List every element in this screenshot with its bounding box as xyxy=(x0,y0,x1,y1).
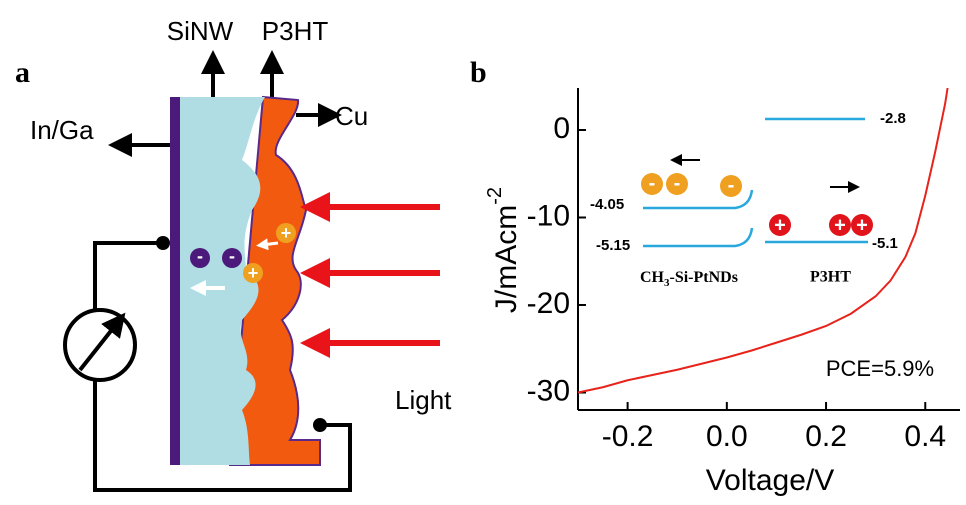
label-inga: In/Ga xyxy=(30,115,94,145)
label-light: Light xyxy=(395,385,452,415)
data-line xyxy=(577,87,949,394)
y-tick-label: -10 xyxy=(527,199,570,232)
x-tick-label: 0.0 xyxy=(706,420,748,453)
electron-sign: - xyxy=(229,246,235,266)
material-label: P3HT xyxy=(810,269,851,286)
electron-sign: - xyxy=(649,172,656,194)
annotation: PCE=5.9% xyxy=(826,356,934,381)
hole xyxy=(851,214,873,236)
p3ht-layer xyxy=(228,95,321,466)
electron-sign: - xyxy=(674,172,681,194)
label-part: CH xyxy=(640,269,665,286)
contact-dot xyxy=(156,236,170,250)
arrow xyxy=(256,238,279,251)
material-label: CH3-Si-PtNDs xyxy=(640,269,738,289)
y-tick-label: -30 xyxy=(527,374,570,407)
circuit-wire xyxy=(93,241,352,492)
sinw-layer xyxy=(180,97,265,465)
level-label: -2.8 xyxy=(880,110,906,127)
inset-holes xyxy=(769,214,873,236)
x-tick-label: 0.4 xyxy=(904,420,946,453)
hole-sign: + xyxy=(774,214,786,236)
hole xyxy=(276,223,296,243)
panel-letter: a xyxy=(15,56,30,89)
hole xyxy=(769,214,791,236)
y-tick-label: 0 xyxy=(553,112,570,145)
level-label: -4.05 xyxy=(590,196,624,213)
y-axis-label: J/mAcm-2 xyxy=(484,187,523,313)
electron xyxy=(190,248,210,268)
hole-sign: + xyxy=(248,263,259,283)
label-sinw: SiNW xyxy=(167,16,234,46)
level-label: -5.15 xyxy=(596,237,630,254)
label-p3ht: P3HT xyxy=(262,16,329,46)
x-axis-label: Voltage/V xyxy=(706,464,834,497)
label-sub: 3 xyxy=(664,277,670,289)
label-cu: Cu xyxy=(335,101,368,131)
electron-sign: - xyxy=(728,174,735,196)
electron xyxy=(222,248,242,268)
x-tick-label: -0.2 xyxy=(602,420,654,453)
electron xyxy=(666,173,688,195)
y-axis-label-sup: -2 xyxy=(484,187,506,205)
y-axis-label-main: J/mAcm xyxy=(490,205,523,313)
contact-dot xyxy=(313,418,327,432)
hole xyxy=(243,263,263,283)
hole-sign: + xyxy=(281,223,292,243)
electron xyxy=(641,173,663,195)
hole xyxy=(829,214,851,236)
electron-sign: - xyxy=(197,246,203,266)
level-label: -5.1 xyxy=(872,235,898,252)
inset-electrons xyxy=(641,173,742,197)
energy-level xyxy=(643,227,754,248)
hole-sign: + xyxy=(834,214,846,236)
contact-bar xyxy=(170,97,180,465)
hole-sign: + xyxy=(856,214,868,236)
electron xyxy=(720,175,742,197)
meter-needle xyxy=(78,312,126,372)
y-tick-label: -20 xyxy=(527,287,570,320)
label-part: -Si-PtNDs xyxy=(670,269,738,286)
panel-letter: b xyxy=(470,56,487,89)
energy-level xyxy=(643,189,754,210)
x-tick-label: 0.2 xyxy=(805,420,847,453)
